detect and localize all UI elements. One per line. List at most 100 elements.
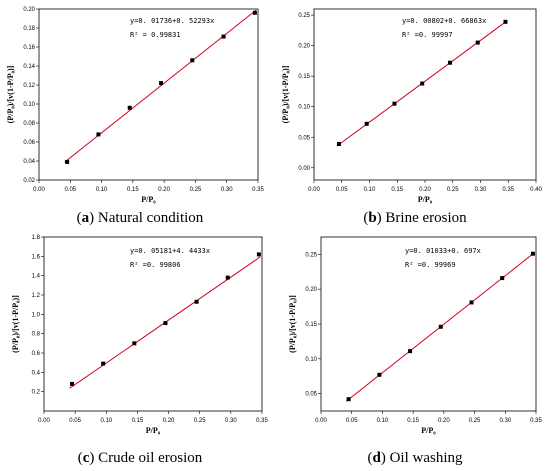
x-tick-label: 0.10 [100,418,112,424]
data-point [101,361,106,366]
plot-frame [43,236,263,412]
panel-caption: (b) Brine erosion [363,210,467,226]
data-point [408,349,413,354]
data-point [252,10,257,15]
data-point [221,34,226,39]
x-tick-label: 0.35 [502,187,514,193]
chart-panel-a: 0.00 0.05 0.10 0.15 0.20 0.25 0.30 0.35 0.02 0.04… [6,7,264,226]
x-tick-label: 0.20 [419,187,431,193]
y-tick-label: 0.14 [23,64,35,70]
y-tick-label: 0.20 [23,7,35,13]
data-point [420,81,425,86]
y-tick-label: 1.6 [32,254,41,260]
x-tick-label: 0.40 [530,187,542,193]
y-tick-label: 0.08 [23,121,35,127]
x-tick-label: 0.05 [64,187,76,193]
y-tick-label: 0.00 [298,166,310,172]
data-point [96,132,101,137]
y-tick-label: 0.2 [32,390,41,396]
chart-panel-d: 0.00 0.05 0.10 0.15 0.20 0.25 0.30 0.35 0.05 0.10… [288,236,542,466]
data-point [256,252,261,257]
y-tick-label: 0.15 [298,74,310,80]
x-tick-label: 0.25 [469,418,481,424]
chart-panel-c: 0.00 0.05 0.10 0.15 0.20 0.25 0.30 0.35 0.2 0.4 0.… [11,235,268,466]
data-point [127,105,132,110]
y-axis-label: (P/P₀)/[v(1-P/P₀)] [11,295,20,353]
y-tick-label: 1.2 [32,293,41,299]
x-tick-label: 0.20 [158,187,170,193]
data-point [194,299,199,304]
data-point [364,121,369,126]
y-axis-label: (P/P₀)/[v(1-P/P₀)] [281,65,290,123]
y-tick-label: 0.25 [298,13,310,19]
x-tick-label: 0.35 [530,418,542,424]
x-tick-label: 0.10 [377,418,389,424]
y-tick-label: 0.15 [305,322,317,328]
r-squared: R² =0. 99969 [405,261,456,269]
x-tick-label: 0.15 [132,418,144,424]
fit-equation: y=0. 01033+0. 697x [405,247,481,255]
data-point [159,81,164,86]
x-tick-label: 0.00 [315,418,327,424]
data-point [70,381,75,386]
panel-caption: (d) Oil washing [367,450,463,466]
data-point [392,101,397,106]
data-point [336,141,341,146]
x-tick-label: 0.35 [256,418,268,424]
y-axis-label: (P/P₀)/[v(1-P/P₀)] [6,65,15,123]
y-tick-label: 0.25 [305,252,317,258]
x-tick-label: 0.00 [308,187,320,193]
y-axis-label: (P/P₀)/[v(1-P/P₀)] [288,295,297,353]
x-tick-label: 0.00 [38,418,50,424]
y-tick-label: 0.06 [23,140,35,146]
x-axis-label: P/P₀ [141,195,156,204]
panel-caption: (a) Natural condition [77,210,204,226]
x-tick-label: 0.10 [96,187,108,193]
x-tick-label: 0.10 [364,187,376,193]
x-tick-label: 0.25 [190,187,202,193]
data-point [530,251,535,256]
y-tick-label: 0.16 [23,45,35,51]
chart-panel-b: 0.00 0.05 0.10 0.15 0.20 0.25 0.30 0.35 0.40 0.00… [281,8,542,226]
data-point [503,19,508,24]
y-tick-label: 0.20 [298,44,310,50]
r-squared: R² =0. 99997 [402,31,453,39]
x-tick-label: 0.05 [346,418,358,424]
y-tick-label: 0.6 [32,351,41,357]
plot-frame [38,8,259,181]
x-tick-label: 0.30 [221,187,233,193]
data-point [447,60,452,65]
x-tick-label: 0.05 [336,187,348,193]
r-squared: R² = 0.99831 [130,31,181,39]
x-tick-label: 0.15 [407,418,419,424]
data-point [377,372,382,377]
y-tick-label: 0.05 [298,135,310,141]
y-tick-label: 0.4 [32,370,41,376]
y-tick-label: 0.12 [23,83,35,89]
y-tick-label: 1.4 [32,274,41,280]
x-axis-label: P/P₀ [418,195,433,204]
y-tick-label: 0.10 [298,105,310,111]
y-tick-label: 0.8 [32,332,41,338]
x-tick-label: 0.05 [69,418,81,424]
data-point [132,341,137,346]
x-tick-label: 0.20 [163,418,175,424]
data-point [475,40,480,45]
x-tick-label: 0.15 [391,187,403,193]
x-tick-label: 0.15 [127,187,139,193]
y-tick-label: 0.10 [305,357,317,363]
data-point [438,324,443,329]
x-tick-label: 0.25 [194,418,206,424]
fit-equation: y=0. 01736+0. 52293x [130,17,214,25]
panel-caption: (c) Crude oil erosion [78,450,203,466]
fit-equation: y=0. 00802+0. 66863x [402,17,486,25]
x-tick-label: 0.35 [252,187,264,193]
y-tick-label: 0.10 [23,102,35,108]
data-point [190,58,195,63]
y-tick-label: 0.20 [305,287,317,293]
y-tick-label: 1.8 [32,235,41,241]
y-tick-label: 0.18 [23,26,35,32]
y-tick-label: 0.04 [23,159,35,165]
x-axis-label: P/P₀ [146,426,161,435]
